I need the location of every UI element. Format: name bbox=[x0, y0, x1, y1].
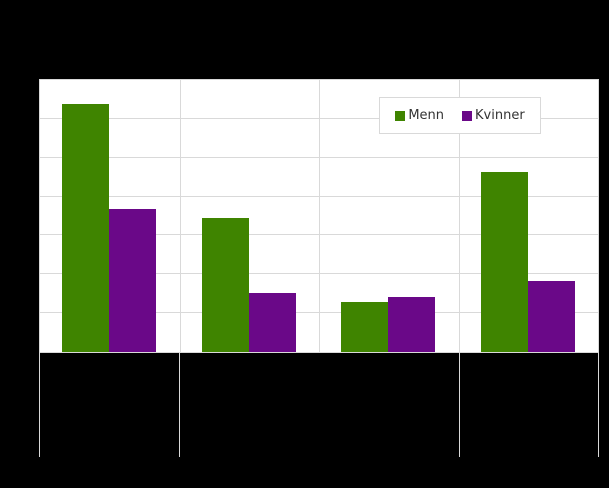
legend-label-menn: Menn bbox=[408, 108, 445, 123]
category-divider bbox=[39, 353, 40, 457]
legend-swatch-kvinner bbox=[462, 110, 473, 121]
gridline-vertical bbox=[179, 80, 181, 352]
category-divider bbox=[459, 353, 460, 457]
legend-label-kvinner: Kvinner bbox=[475, 108, 525, 123]
bar-kvinner-1 bbox=[109, 209, 156, 352]
bar-kvinner-3 bbox=[388, 297, 435, 352]
legend-swatch-menn bbox=[395, 110, 406, 121]
chart-legend: Menn Kvinner bbox=[379, 97, 541, 134]
bar-menn-2 bbox=[201, 217, 249, 352]
gridline-vertical bbox=[458, 80, 460, 352]
bar-menn-4 bbox=[480, 172, 528, 352]
category-divider bbox=[598, 353, 599, 457]
category-divider bbox=[179, 353, 180, 457]
bar-kvinner-4 bbox=[527, 281, 575, 352]
bar-menn-1 bbox=[62, 104, 109, 352]
bar-kvinner-2 bbox=[248, 292, 296, 352]
bar-menn-3 bbox=[341, 302, 388, 352]
legend-item-kvinner: Kvinner bbox=[462, 108, 525, 123]
gridline-vertical bbox=[319, 80, 320, 352]
legend-item-menn: Menn bbox=[395, 108, 444, 123]
